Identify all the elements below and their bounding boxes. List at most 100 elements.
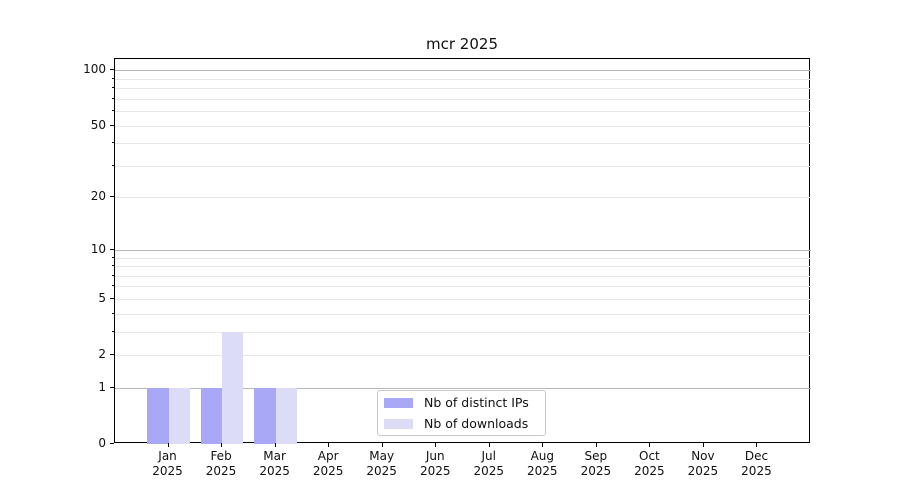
y-minor-tick-mark (112, 77, 114, 79)
y-minor-tick-mark (112, 87, 114, 89)
x-tick-label-line: Dec (744, 449, 769, 463)
minor-gridline (115, 78, 811, 80)
y-tick-label: 50 (90, 117, 106, 132)
minor-gridline (115, 286, 811, 288)
x-tick-mark (221, 443, 223, 447)
x-tick-label-line: 2025 (687, 464, 719, 478)
bar-downloads (222, 331, 244, 444)
minor-gridline (115, 275, 811, 277)
x-tick-label-line: 2025 (473, 464, 505, 478)
x-tick-mark (167, 443, 169, 447)
y-tick-label: 0 (98, 436, 106, 450)
x-tick-mark (756, 443, 758, 447)
x-tick-label-line: 2025 (580, 464, 612, 478)
y-minor-tick-mark (112, 110, 114, 112)
x-tick-label-line: Feb (210, 449, 232, 463)
chart-title: mcr 2025 (426, 35, 498, 53)
major-gridline (115, 387, 811, 389)
y-tick-mark (110, 248, 114, 250)
minor-gridline (115, 98, 811, 100)
x-tick-label: Dec 2025 (728, 449, 784, 479)
x-tick-mark (274, 443, 276, 447)
x-tick-label-line: Apr (317, 449, 339, 463)
bar-downloads (168, 387, 190, 444)
x-tick-label-line: Aug (530, 449, 555, 463)
y-minor-tick-mark (112, 265, 114, 267)
x-tick-mark (542, 443, 544, 447)
y-tick-label: 100 (83, 62, 106, 77)
y-tick-label: 10 (90, 241, 106, 256)
x-tick-label-line: 2025 (312, 464, 344, 478)
x-tick-mark (595, 443, 597, 447)
legend-item-downloads: Nb of downloads (384, 415, 545, 433)
y-tick-mark (110, 124, 114, 126)
y-tick-mark (110, 297, 114, 299)
x-tick-label: Oct 2025 (621, 449, 677, 479)
y-tick-label: 1 (98, 379, 106, 394)
bar-distinct-ips (200, 387, 223, 444)
minor-gridline (115, 165, 811, 167)
x-tick-label: May 2025 (354, 449, 410, 479)
minor-gridline (115, 88, 811, 90)
y-tick-mark (110, 443, 114, 444)
y-tick-mark (110, 386, 114, 388)
legend: Nb of distinct IPs Nb of downloads (377, 390, 546, 436)
minor-gridline (115, 125, 811, 127)
legend-label: Nb of distinct IPs (424, 395, 529, 410)
minor-gridline (115, 257, 811, 259)
x-tick-label-line: 2025 (419, 464, 451, 478)
minor-gridline (115, 266, 811, 268)
x-tick-label: Mar 2025 (247, 449, 303, 479)
minor-gridline (115, 111, 811, 113)
x-tick-mark (435, 443, 437, 447)
x-tick-mark (381, 443, 383, 447)
x-tick-label-line: Jan (158, 449, 177, 463)
x-tick-label-line: Oct (639, 449, 660, 463)
y-tick-mark (110, 69, 114, 71)
y-minor-tick-mark (112, 274, 114, 276)
x-tick-label-line: 2025 (152, 464, 183, 478)
x-tick-label-line: 2025 (366, 464, 397, 478)
legend-label: Nb of downloads (424, 416, 529, 431)
x-tick-label-line: 2025 (527, 464, 558, 478)
y-minor-tick-mark (112, 256, 114, 258)
x-tick-label-line: Nov (691, 449, 715, 463)
minor-gridline (115, 313, 811, 315)
bar-distinct-ips (147, 387, 169, 444)
x-tick-label-line: 2025 (259, 464, 290, 478)
y-tick-mark (110, 196, 114, 198)
major-gridline (115, 249, 811, 251)
x-tick-label: Aug 2025 (514, 449, 570, 479)
y-minor-tick-mark (112, 330, 114, 332)
y-minor-tick-mark (112, 97, 114, 99)
major-gridline (115, 70, 811, 72)
x-tick-label: Feb 2025 (193, 449, 249, 479)
y-tick-label: 2 (98, 347, 106, 362)
y-minor-tick-mark (112, 312, 114, 314)
bar-downloads (275, 387, 298, 444)
x-tick-label-line: 2025 (741, 464, 772, 478)
y-minor-tick-mark (112, 164, 114, 166)
minor-gridline (115, 197, 811, 199)
minor-gridline (115, 355, 811, 357)
x-tick-label: Jun 2025 (407, 449, 463, 479)
x-tick-mark (702, 443, 704, 447)
y-minor-tick-mark (112, 142, 114, 144)
x-tick-label: Nov 2025 (675, 449, 731, 479)
plot-area (114, 58, 811, 444)
x-tick-label: Sep 2025 (568, 449, 624, 479)
y-minor-tick-mark (112, 285, 114, 287)
x-tick-label-line: Jul (481, 449, 496, 463)
x-tick-label-line: 2025 (205, 464, 237, 478)
bar-distinct-ips (254, 387, 276, 444)
minor-gridline (115, 298, 811, 300)
legend-swatch-downloads-icon (384, 418, 413, 429)
x-tick-label: Jul 2025 (461, 449, 517, 479)
x-tick-label: Jan 2025 (140, 449, 196, 479)
x-tick-label: Apr 2025 (300, 449, 356, 479)
x-tick-label-line: Sep (584, 449, 608, 463)
y-tick-mark (110, 354, 114, 356)
x-tick-mark (328, 443, 330, 447)
legend-swatch-distinct-ips-icon (384, 397, 413, 408)
